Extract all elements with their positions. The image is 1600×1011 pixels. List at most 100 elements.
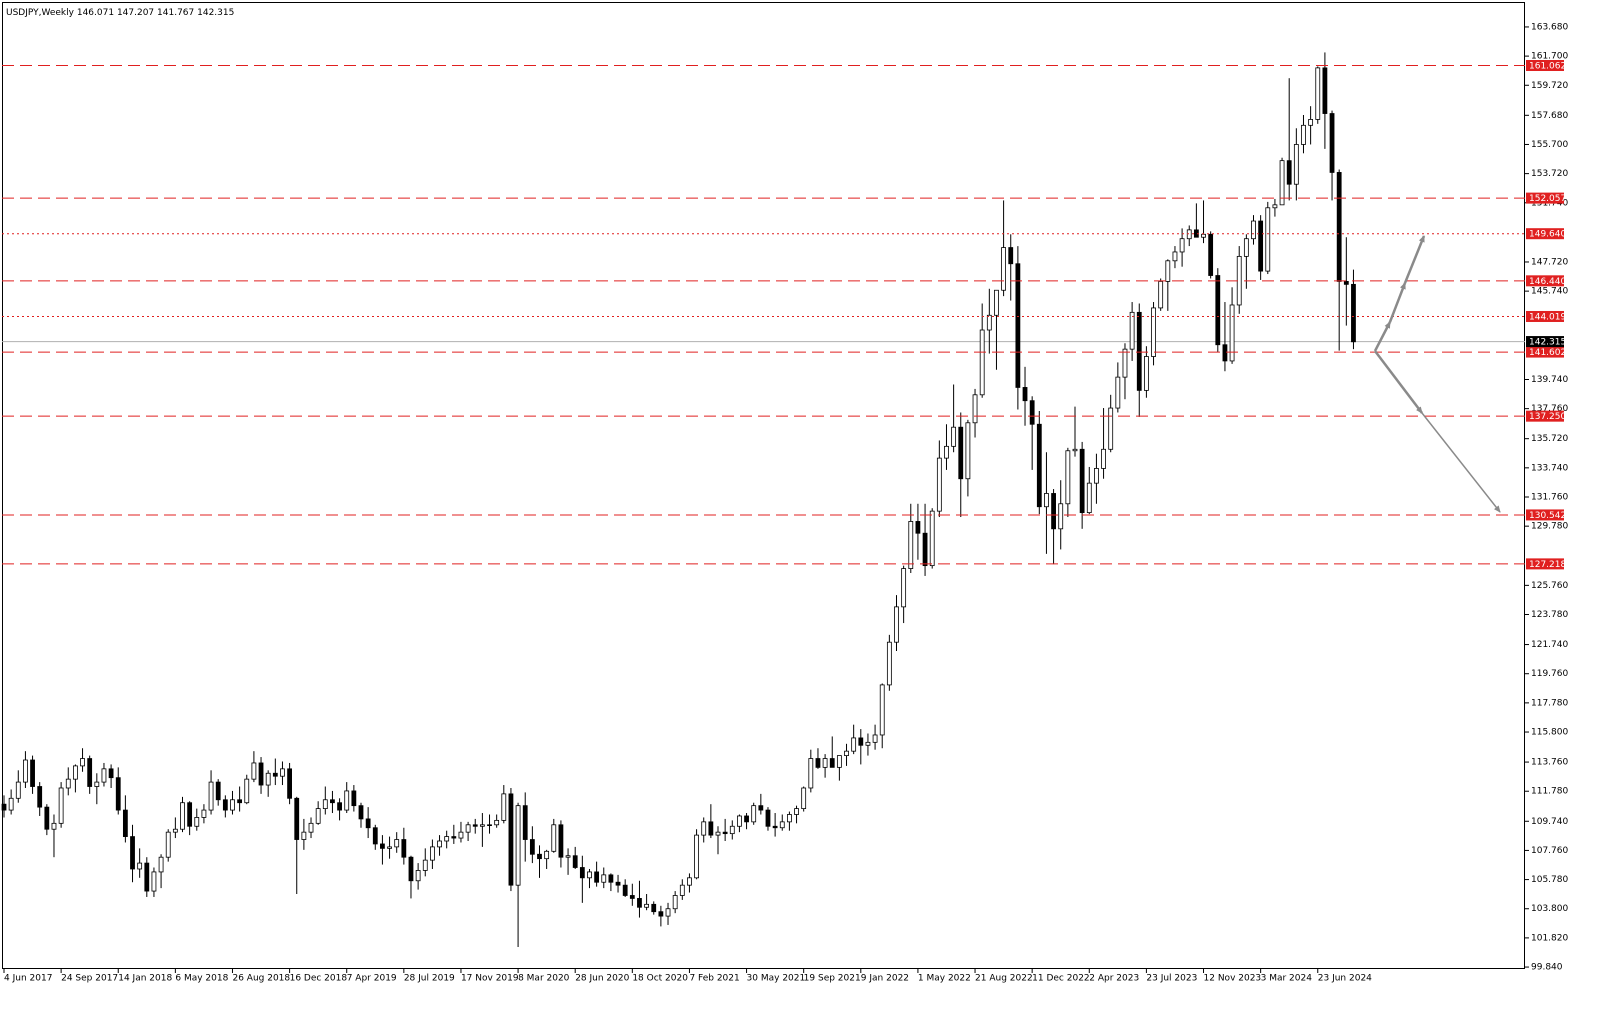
x-tick-label: 4 Jun 2017: [4, 974, 52, 984]
x-tick-label: 28 Jun 2020: [575, 974, 629, 984]
y-tick-label: 111.780: [1531, 787, 1568, 797]
x-tick-label: 11 Dec 2022: [1032, 974, 1090, 984]
candle-body: [1008, 247, 1014, 265]
candle-body: [1258, 220, 1264, 272]
candle-body: [1, 803, 7, 811]
candle-body: [994, 289, 999, 316]
candle-body: [515, 805, 521, 886]
candle-body: [565, 855, 571, 858]
candle-body: [322, 799, 328, 810]
candle-body: [130, 836, 135, 870]
candle-body: [608, 874, 614, 883]
candle-body: [344, 790, 350, 811]
candle-body: [1201, 233, 1206, 238]
candle-body: [1251, 220, 1256, 240]
level-label-box: [1526, 310, 1564, 322]
y-tick-label: 157.680: [1531, 111, 1568, 121]
candle-body: [644, 903, 649, 908]
candle-body: [872, 734, 878, 743]
candle-body: [836, 755, 842, 768]
candle-body: [387, 846, 392, 849]
candle-body: [165, 831, 171, 858]
candle-body: [829, 758, 835, 768]
x-tick-label: 2 Apr 2023: [1089, 974, 1139, 984]
candle-body: [787, 814, 792, 823]
candle-body: [665, 908, 671, 917]
candle-body: [122, 809, 128, 837]
candle-body: [458, 831, 464, 839]
candle-body: [1351, 283, 1356, 343]
candle-body: [1215, 275, 1221, 346]
candle-body: [737, 815, 742, 827]
candle-body: [187, 802, 193, 827]
candle-body: [979, 329, 985, 396]
candle-body: [258, 762, 264, 786]
candle-body: [222, 799, 228, 811]
candle-body: [429, 846, 435, 861]
y-tick-label: 147.720: [1531, 257, 1568, 267]
candle-body: [358, 805, 364, 820]
level-label-box: [1526, 509, 1564, 521]
x-tick-label: 24 Sep 2017: [61, 974, 118, 984]
candle-body: [215, 781, 221, 801]
candle-body: [472, 824, 478, 827]
candle-body: [622, 884, 628, 896]
candle-body: [537, 853, 542, 860]
candle-body: [1029, 400, 1035, 425]
candle-body: [1265, 207, 1271, 272]
candle-body: [44, 806, 50, 830]
y-tick-label: 123.780: [1531, 610, 1568, 620]
candle-body: [1308, 119, 1314, 126]
candle-body: [508, 793, 514, 886]
candle-body: [1301, 124, 1306, 145]
candle-body: [529, 839, 535, 855]
candle-body: [765, 809, 771, 827]
candle-body: [587, 871, 592, 879]
candle-body: [51, 822, 57, 830]
x-tick-label: 12 Nov 2023: [1204, 974, 1262, 984]
candle-body: [401, 839, 407, 858]
level-label-box: [1526, 228, 1564, 240]
candle-body: [822, 758, 828, 768]
candle-body: [886, 641, 892, 686]
candle-body: [744, 815, 749, 823]
level-label: 146.440: [1529, 277, 1566, 287]
candle-body: [1172, 251, 1178, 262]
candle-body: [615, 881, 621, 886]
candle-body: [601, 874, 607, 883]
y-tick-label: 129.780: [1531, 522, 1568, 532]
candle-body: [15, 781, 21, 799]
candle-body: [951, 426, 957, 447]
y-tick-label: 101.820: [1531, 933, 1568, 943]
candle-body: [380, 843, 385, 849]
candle-body: [201, 809, 207, 818]
y-tick-label: 109.740: [1531, 817, 1568, 827]
y-tick-label: 115.800: [1531, 728, 1568, 738]
candle-body: [87, 758, 93, 787]
y-tick-label: 107.760: [1531, 846, 1568, 856]
level-label: 141.602: [1529, 348, 1566, 358]
candle-body: [437, 840, 442, 848]
candle-body: [901, 568, 907, 608]
candle-body: [144, 862, 150, 892]
level-label: 127.218: [1529, 560, 1566, 570]
candle-body: [1186, 229, 1192, 240]
candle-body: [94, 781, 100, 787]
level-label: 149.640: [1529, 230, 1566, 240]
x-tick-label: 16 Dec 2018: [290, 974, 348, 984]
candle-body: [544, 850, 550, 860]
candle-body: [272, 772, 278, 777]
candle-body: [422, 859, 428, 871]
candle-body: [30, 759, 35, 787]
candle-body: [779, 821, 785, 829]
candle-body: [308, 822, 314, 833]
candle-body: [108, 768, 114, 779]
candle-body: [265, 772, 271, 786]
candle-body: [1293, 144, 1299, 185]
candle-body: [151, 871, 157, 892]
x-tick-label: 23 Jun 2024: [1318, 974, 1372, 984]
level-label: 161.062: [1529, 62, 1566, 72]
candle-body: [1315, 67, 1321, 120]
candle-body: [1158, 281, 1164, 309]
